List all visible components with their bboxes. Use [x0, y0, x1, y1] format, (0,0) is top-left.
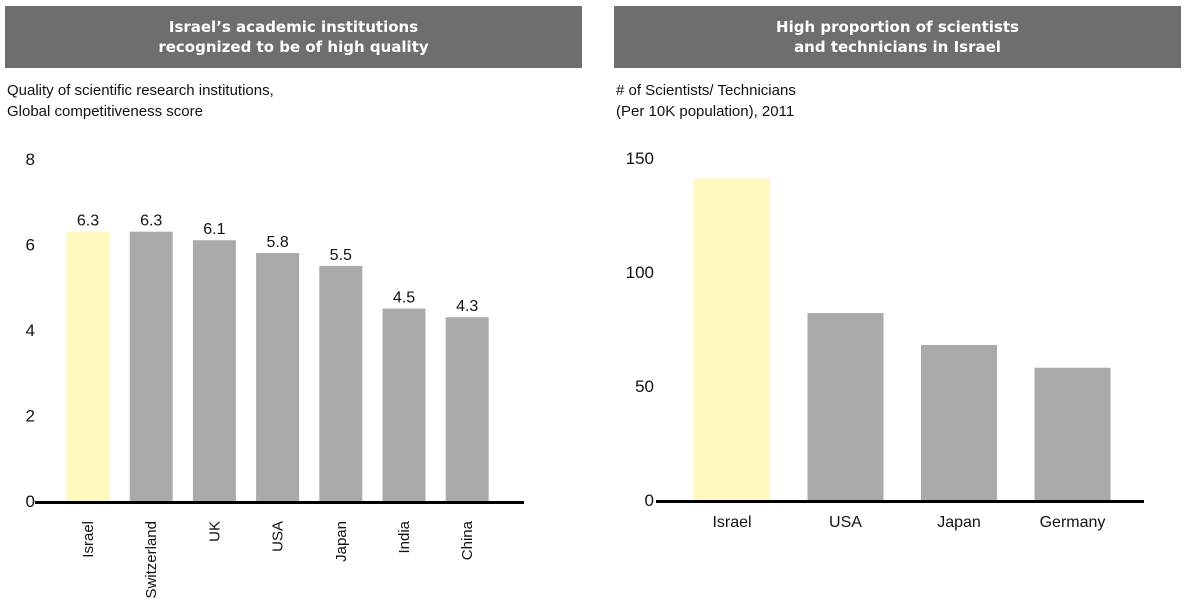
bar-uk: [192, 240, 236, 501]
data-label: 5.8: [266, 234, 288, 251]
banner-line-1: Israel’s academic institutions: [168, 18, 419, 36]
banner-line-2: and technicians in Israel: [794, 38, 1001, 56]
banner-line-1: High proportion of scientists: [776, 18, 1019, 36]
x-tick-label: Japan: [937, 514, 981, 531]
data-label: 4.3: [456, 298, 478, 315]
subtitle-line-1: # of Scientists/ Technicians: [616, 82, 796, 99]
chart-subtitle: # of Scientists/ Technicians (Per 10K po…: [614, 80, 1181, 122]
subtitle-line-1: Quality of scientific research instituti…: [7, 82, 274, 99]
y-tick-label: 8: [26, 150, 35, 169]
bar-japan: [921, 344, 997, 500]
bar-chart-academic-quality: 0 2 4 6 8 6.3 Israel 6.3 Switzerland 6.1 UK 5.8 USA 5…: [26, 150, 524, 599]
y-tick-label: 2: [26, 407, 35, 426]
bar-china: [445, 317, 489, 501]
y-tick-label: 0: [645, 491, 654, 510]
x-tick-label: USA: [829, 514, 862, 531]
banner-title: Israel’s academic institutions recognize…: [5, 6, 582, 68]
banner-title: High proportion of scientists and techni…: [614, 6, 1181, 68]
bar-chart-scientists: 0 50 100 150 Israel USA Japan Germany: [626, 149, 1144, 531]
bar-india: [382, 308, 426, 501]
data-label: 6.3: [77, 213, 99, 230]
x-tick-label: UK: [206, 521, 223, 542]
x-tick-label: Germany: [1040, 514, 1106, 531]
bar-switzerland: [129, 231, 173, 502]
data-label: 5.5: [330, 247, 352, 264]
y-tick-label: 100: [626, 263, 654, 282]
bar-usa: [256, 253, 300, 501]
x-tick-label: Israel: [80, 521, 97, 558]
bar-israel: [694, 178, 770, 500]
y-tick-label: 4: [26, 321, 35, 340]
y-tick-label: 0: [26, 492, 35, 511]
bar-usa: [807, 313, 884, 500]
y-tick-label: 50: [635, 377, 654, 396]
x-tick-label: Israel: [712, 514, 751, 531]
x-tick-label: China: [459, 520, 476, 560]
y-tick-label: 6: [26, 236, 35, 255]
bar-germany: [1034, 367, 1111, 500]
bar-israel: [66, 231, 110, 502]
data-label: 4.5: [393, 290, 415, 307]
panel-academic-quality: Israel’s academic institutions recognize…: [5, 6, 582, 122]
x-tick-label: Switzerland: [143, 521, 160, 599]
panel-scientists: High proportion of scientists and techni…: [614, 6, 1181, 122]
bar-japan: [319, 265, 363, 501]
data-label: 6.1: [203, 221, 225, 238]
banner-line-2: recognized to be of high quality: [158, 38, 429, 56]
subtitle-line-2: (Per 10K population), 2011: [616, 103, 795, 120]
x-tick-label: India: [396, 520, 413, 553]
x-tick-label: Japan: [333, 521, 350, 562]
y-tick-label: 150: [626, 149, 654, 168]
data-label: 6.3: [140, 213, 162, 230]
subtitle-line-2: Global competitiveness score: [7, 103, 203, 120]
x-tick-label: USA: [270, 521, 287, 552]
chart-subtitle: Quality of scientific research instituti…: [5, 80, 582, 122]
